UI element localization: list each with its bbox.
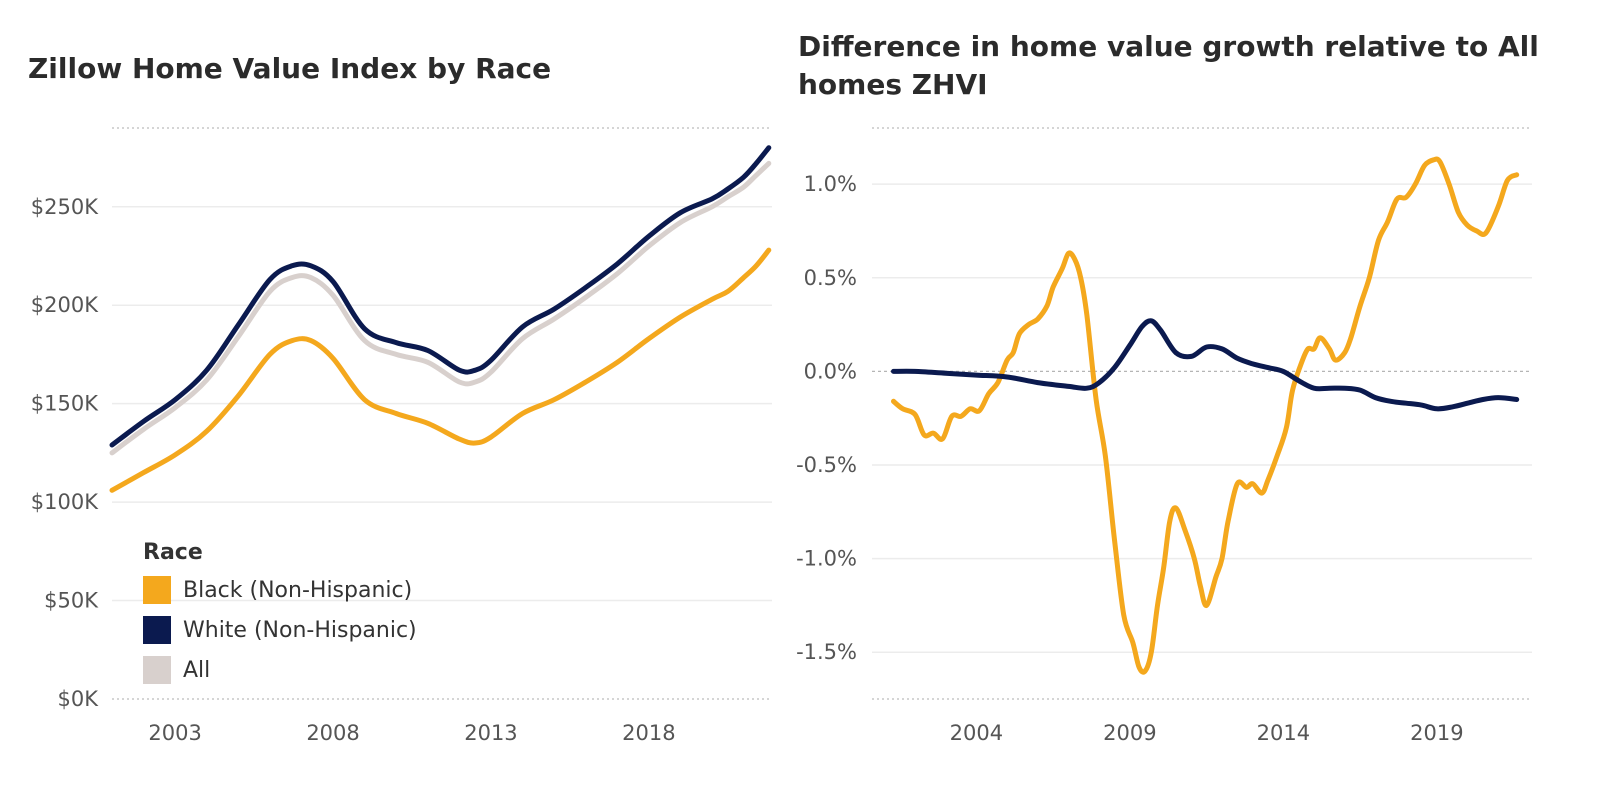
legend-swatch-black [143,576,171,604]
series-line-black [109,247,772,493]
x-tick-label: 2008 [306,721,359,745]
legend-label-black: Black (Non-Hispanic) [183,577,413,603]
x-tick-label: 2009 [1103,721,1156,745]
x-tick-label: 2019 [1410,721,1463,745]
y-tick-label: 0.0% [804,359,857,383]
legend-title: Race [143,540,203,565]
series-line-black [891,156,1520,675]
y-tick-label: -1.5% [796,640,857,664]
x-tick-label: 2014 [1257,721,1310,745]
right-chart-title: Difference in home value growth relative… [798,30,1539,101]
y-tick-label: $200K [31,293,99,317]
y-tick-label: $50K [44,589,99,613]
legend-item-black[interactable]: Black (Non-Hispanic) [143,570,417,610]
left-line-chart: $0K $50K $100K $150K $200K $250K 2003 2008 2013 2… [31,127,772,745]
x-tick-label: 2013 [464,721,517,745]
left-chart-title: Zillow Home Value Index by Race [28,52,552,85]
x-tick-label: 2003 [148,721,201,745]
y-tick-label: -0.5% [796,453,857,477]
series-line-white [891,318,1520,412]
legend-label-white: White (Non-Hispanic) [183,617,417,643]
legend-item-all[interactable]: All [143,650,417,690]
y-tick-label: $100K [31,490,99,514]
y-tick-label: $0K [58,687,100,711]
series-line-all [109,160,772,456]
legend-swatch-white [143,616,171,644]
series-line-white [109,145,772,448]
y-tick-label: 0.5% [804,266,857,290]
x-tick-label: 2004 [950,721,1003,745]
y-tick-label: $250K [31,195,99,219]
x-tick-label: 2018 [622,721,675,745]
y-tick-label: -1.0% [796,547,857,571]
legend-swatch-all [143,656,171,684]
legend-label-all: All [183,657,211,683]
legend-item-white[interactable]: White (Non-Hispanic) [143,610,417,650]
y-tick-label: $150K [31,392,99,416]
y-tick-label: 1.0% [804,172,857,196]
race-legend: Race Black (Non-Hispanic) White (Non-His… [143,536,417,690]
